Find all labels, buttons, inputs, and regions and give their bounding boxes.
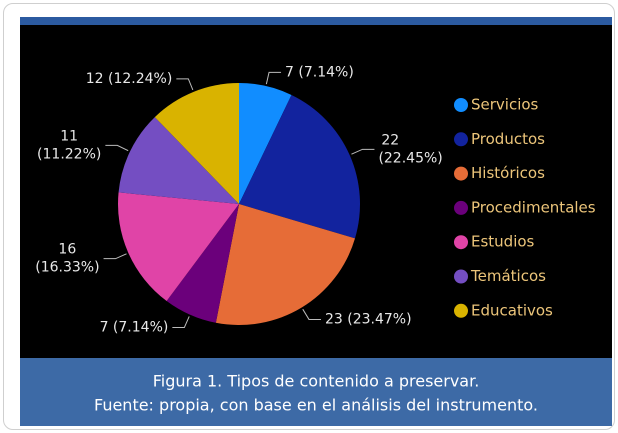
legend-swatch — [454, 269, 468, 284]
leader-line — [172, 316, 190, 328]
leader-line — [302, 308, 321, 320]
legend-label: Estudios — [471, 233, 535, 251]
legend-label: Servicios — [471, 96, 539, 114]
legend-swatch — [454, 166, 468, 181]
leader-line — [265, 71, 282, 85]
top-bar — [20, 17, 612, 25]
legend-label: Procedimentales — [471, 198, 596, 216]
legend-swatch — [454, 98, 468, 112]
pie-slice — [166, 204, 239, 323]
caption-line: Fuente: propia, con base en el análisis … — [94, 396, 538, 415]
legend-swatch — [454, 200, 468, 215]
data-label: 7 (7.14%) — [100, 319, 169, 335]
data-label: 22 (22.45%) — [378, 132, 442, 166]
data-label: 12 (12.24%) — [86, 71, 173, 87]
data-label: 23 (23.47%) — [325, 311, 412, 327]
leader-line — [351, 148, 375, 155]
pie-slice — [239, 83, 292, 204]
caption-line: Figura 1. Tipos de contenido a preservar… — [153, 372, 480, 391]
leader-line — [103, 253, 127, 260]
legend-label: Productos — [471, 130, 545, 148]
pie-slice — [118, 192, 239, 301]
leader-line — [176, 78, 194, 91]
legend-swatch — [454, 235, 468, 250]
caption-bar — [20, 358, 612, 426]
legend-label: Educativos — [471, 301, 553, 319]
legend-label: Históricos — [471, 164, 545, 182]
pie-slice — [154, 83, 239, 204]
legend-swatch — [454, 132, 468, 147]
data-label: 7 (7.14%) — [285, 64, 354, 80]
pie-slice — [215, 204, 355, 325]
pie-slice — [118, 117, 239, 204]
data-label: 11 (11.22%) — [37, 128, 101, 162]
legend-label: Temáticos — [470, 267, 546, 285]
legend-swatch — [454, 303, 468, 318]
data-label: 16 (16.33%) — [35, 242, 99, 276]
leader-line — [105, 144, 129, 152]
pie-slice — [239, 94, 360, 239]
